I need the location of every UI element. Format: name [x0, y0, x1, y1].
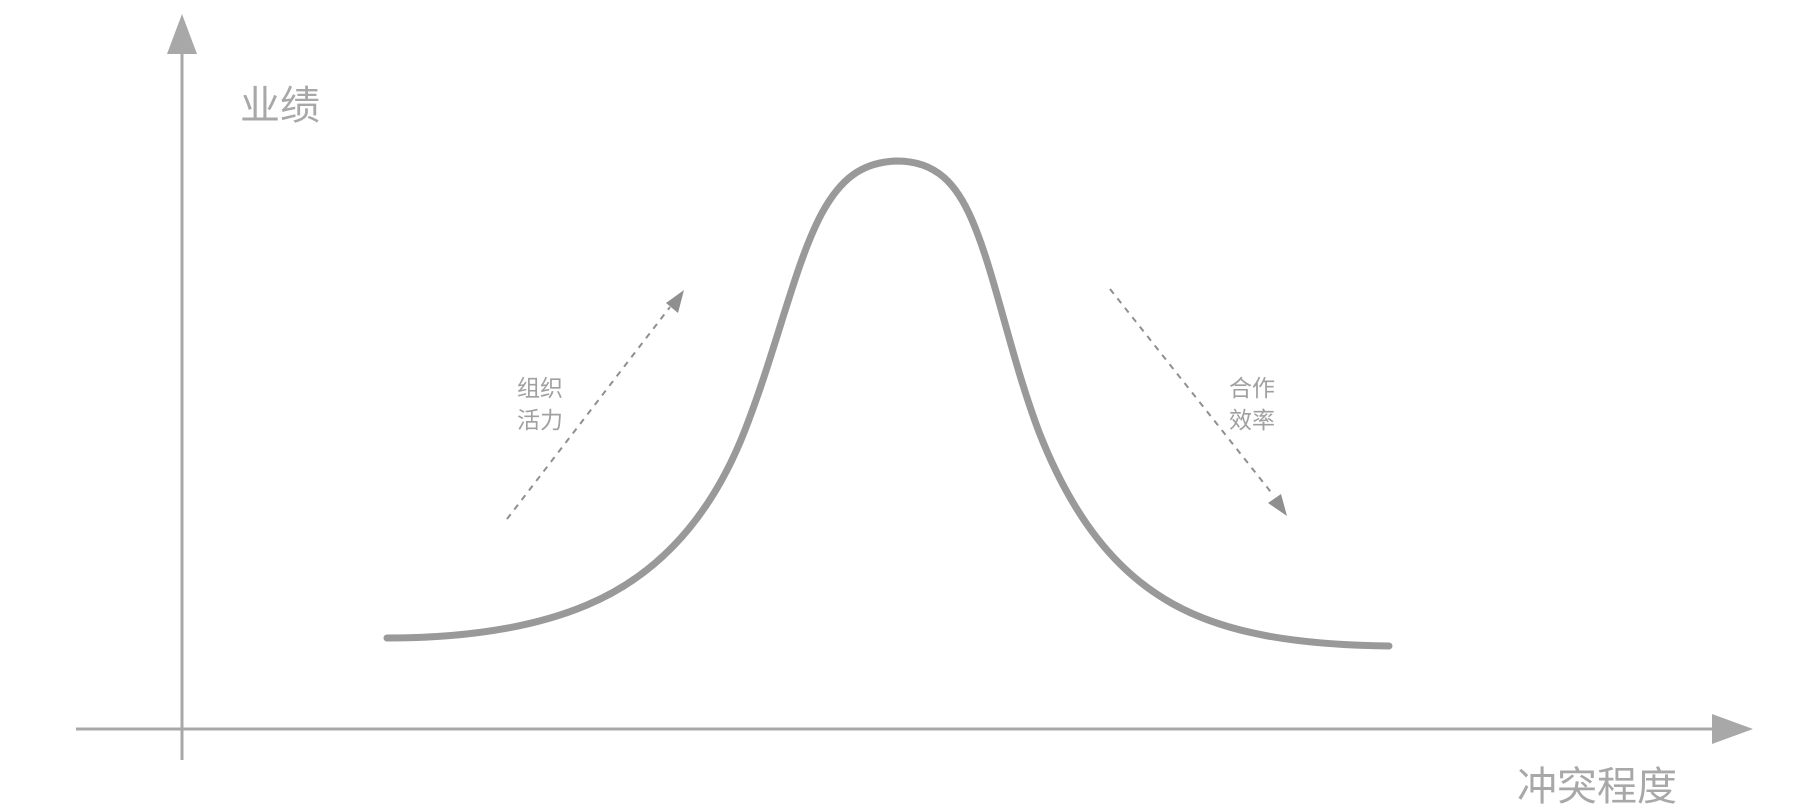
- falling-arrow: [1109, 288, 1287, 516]
- x-axis-label: 冲突程度: [1517, 764, 1677, 808]
- organizational-vitality-label: 组织 活力: [517, 376, 563, 434]
- left-annotation-line2: 活力: [517, 408, 563, 434]
- right-annotation-line2: 效率: [1229, 408, 1275, 434]
- left-annotation-line1: 组织: [517, 376, 563, 402]
- x-axis-arrowhead: [1712, 714, 1753, 744]
- y-axis-arrowhead: [167, 14, 197, 54]
- performance-curve: [383, 157, 1393, 650]
- falling-arrow-line: [1109, 288, 1275, 497]
- falling-arrowhead: [1268, 494, 1287, 516]
- rising-arrow-line: [506, 306, 671, 520]
- cooperation-efficiency-label: 合作 效率: [1229, 376, 1275, 434]
- rising-arrow: [506, 290, 684, 520]
- x-axis: [76, 714, 1753, 744]
- rising-arrowhead: [666, 290, 684, 313]
- right-annotation-line1: 合作: [1229, 376, 1275, 402]
- y-axis: [167, 14, 197, 760]
- y-axis-label: 业绩: [240, 83, 320, 129]
